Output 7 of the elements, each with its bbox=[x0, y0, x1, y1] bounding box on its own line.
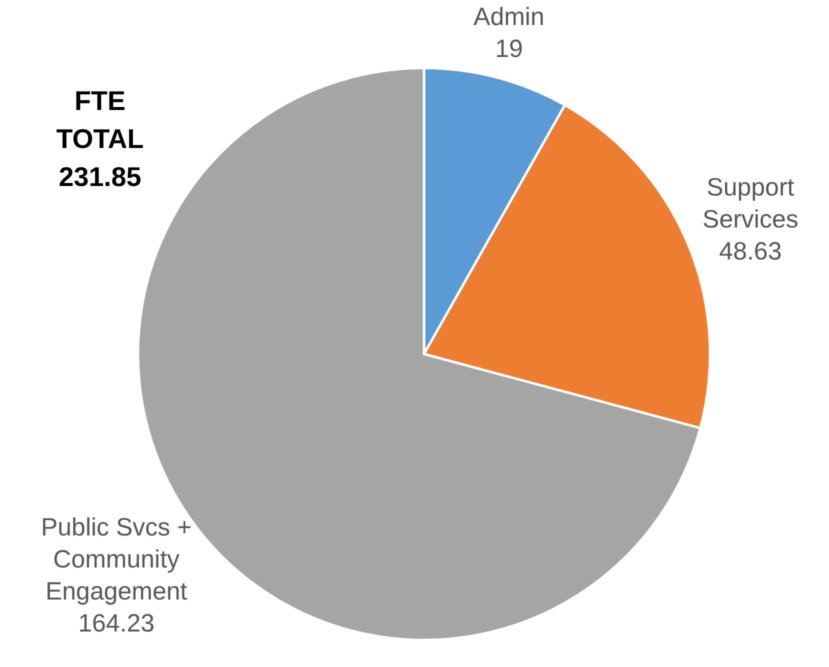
data-label: 164.23 bbox=[78, 610, 155, 638]
text: FTE TOTAL 231.85 bbox=[56, 86, 144, 192]
data-label: 19 bbox=[495, 34, 523, 63]
slice-label: Support Services bbox=[702, 173, 798, 234]
data-label: 48.63 bbox=[719, 237, 782, 266]
slice-label: Public Svcs + Community Engagement bbox=[40, 514, 192, 606]
slice-label: Admin bbox=[474, 2, 544, 31]
